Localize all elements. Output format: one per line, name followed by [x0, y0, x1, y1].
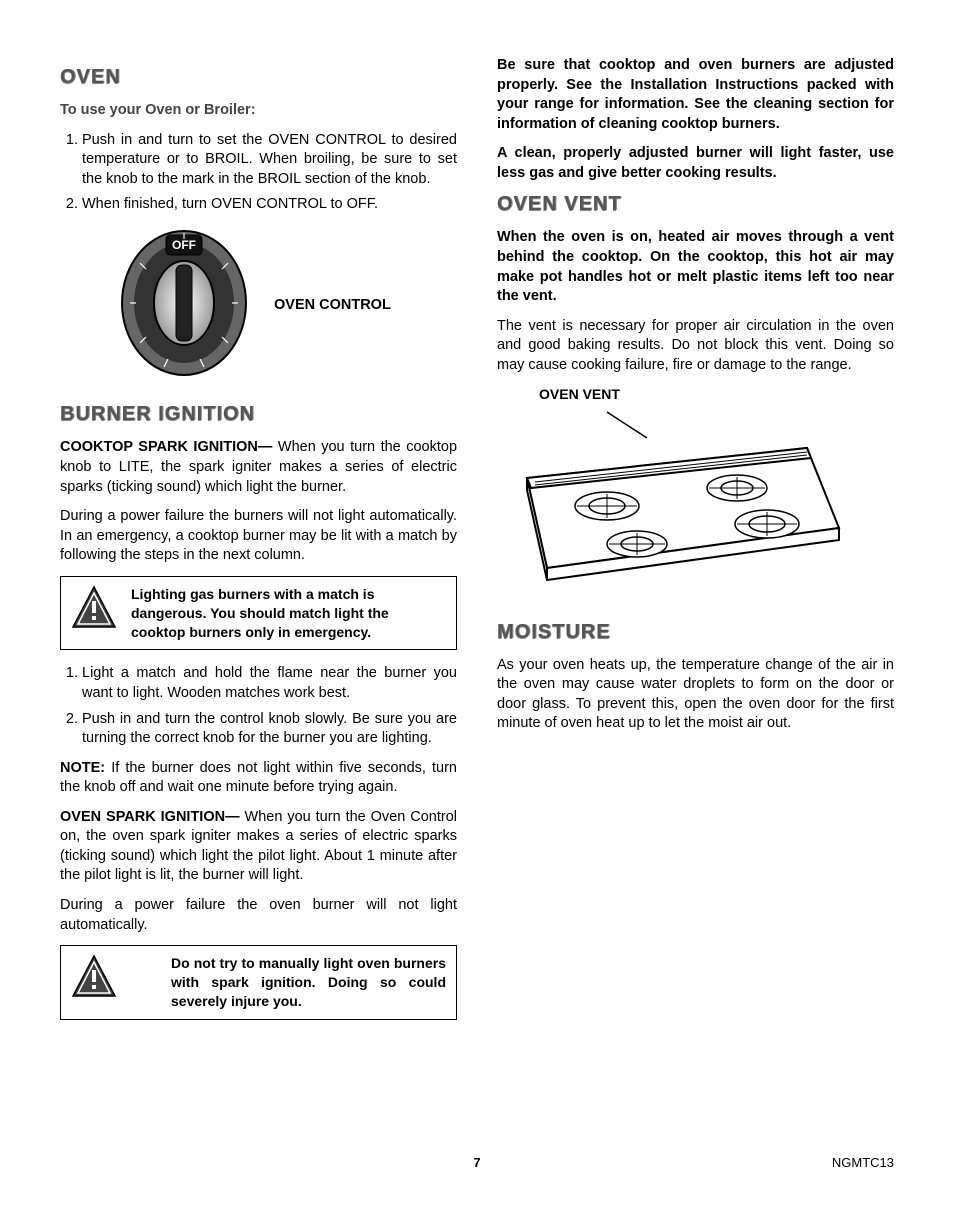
warning-text-2: Do not try to manually light oven burner…: [131, 954, 446, 1011]
burner-ignition-heading: BURNER IGNITION: [60, 401, 457, 428]
page-number: 7: [338, 1154, 616, 1172]
warning-icon: [71, 954, 117, 1007]
vent-paragraph-1: When the oven is on, heated air moves th…: [497, 228, 894, 306]
two-column-layout: OVEN To use your Oven or Broiler: Push i…: [60, 56, 894, 1034]
right-column: Be sure that cooktop and oven burners ar…: [497, 56, 894, 1034]
cooktop-spark-paragraph: COOKTOP SPARK IGNITION— When you turn th…: [60, 438, 457, 497]
oven-control-label: OVEN CONTROL: [274, 296, 391, 316]
warning-icon: [71, 585, 117, 638]
warning-box-1: Lighting gas burners with a match is dan…: [60, 576, 457, 651]
oven-steps-list: Push in and turn to set the OVEN CONTROL…: [60, 131, 457, 215]
adjust-paragraph-2: A clean, properly adjusted burner will l…: [497, 144, 894, 183]
power-failure-paragraph: During a power failure the burners will …: [60, 507, 457, 566]
match-steps-list: Light a match and hold the flame near th…: [60, 664, 457, 748]
oven-vent-figure-label: OVEN VENT: [539, 385, 894, 404]
oven-vent-heading: OVEN VENT: [497, 191, 894, 218]
cooktop-spark-lead: COOKTOP SPARK IGNITION—: [60, 439, 272, 455]
note-paragraph: NOTE: If the burner does not light withi…: [60, 759, 457, 798]
document-code: NGMTC13: [616, 1154, 894, 1172]
note-label: NOTE:: [60, 760, 105, 776]
moisture-heading: MOISTURE: [497, 619, 894, 646]
list-item: When finished, turn OVEN CONTROL to OFF.: [82, 195, 457, 215]
adjust-paragraph-1: Be sure that cooktop and oven burners ar…: [497, 56, 894, 134]
list-item: Push in and turn the control knob slowly…: [82, 710, 457, 749]
oven-control-figure: OFF OVEN CONTROL: [120, 229, 457, 384]
list-item: Push in and turn to set the OVEN CONTROL…: [82, 131, 457, 190]
svg-text:OFF: OFF: [172, 238, 196, 252]
list-item: Light a match and hold the flame near th…: [82, 664, 457, 703]
cooktop-icon: [507, 576, 847, 592]
vent-paragraph-2: The vent is necessary for proper air cir…: [497, 317, 894, 376]
oven-power-failure-paragraph: During a power failure the oven burner w…: [60, 896, 457, 935]
warning-text-1: Lighting gas burners with a match is dan…: [131, 585, 446, 642]
to-use-heading: To use your Oven or Broiler:: [60, 101, 457, 121]
oven-spark-paragraph: OVEN SPARK IGNITION— When you turn the O…: [60, 808, 457, 886]
cooktop-figure: OVEN VENT: [507, 385, 894, 594]
warning-box-2: Do not try to manually light oven burner…: [60, 945, 457, 1020]
oven-spark-lead: OVEN SPARK IGNITION—: [60, 809, 240, 825]
page-footer: 7 NGMTC13: [60, 1154, 894, 1172]
oven-heading: OVEN: [60, 64, 457, 91]
left-column: OVEN To use your Oven or Broiler: Push i…: [60, 56, 457, 1034]
oven-control-knob-icon: OFF: [120, 229, 248, 384]
note-rest: If the burner does not light within five…: [60, 760, 457, 796]
moisture-paragraph: As your oven heats up, the temperature c…: [497, 656, 894, 734]
